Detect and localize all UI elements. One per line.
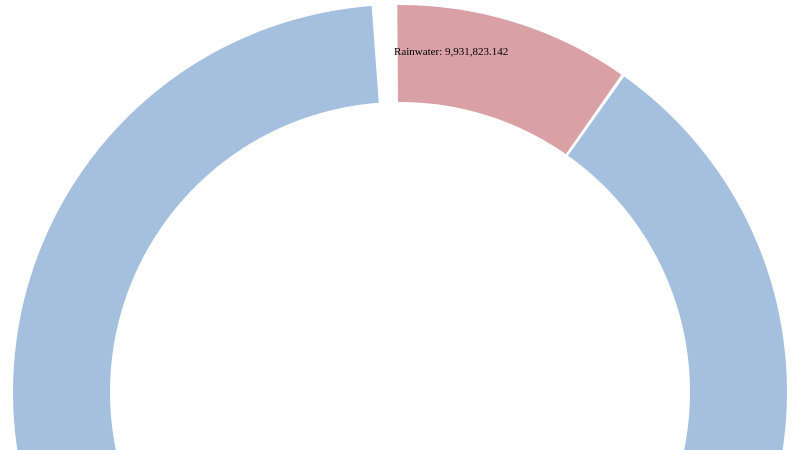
slice-other xyxy=(13,6,787,450)
slice-rainwater xyxy=(397,5,622,155)
